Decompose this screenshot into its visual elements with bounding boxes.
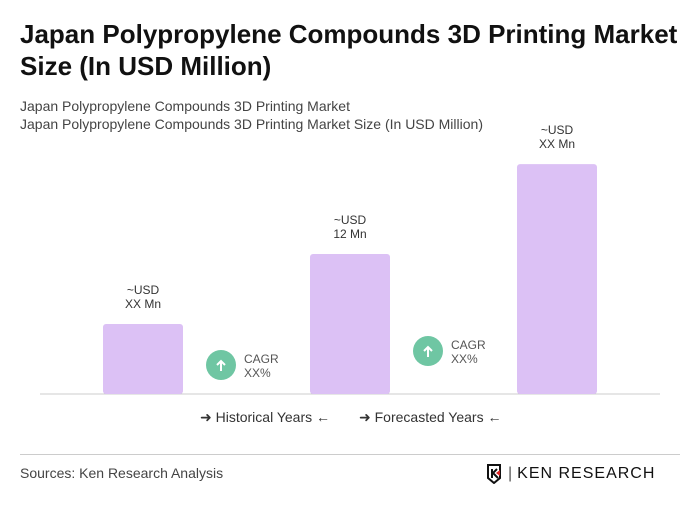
data-label: ~USD [541,123,574,137]
legend-historical: ➜ Historical Years ← [200,409,331,425]
data-label: 12 Mn [333,227,366,241]
bar [103,324,183,394]
data-label: XX Mn [125,297,161,311]
logo-icon [487,464,501,484]
legend-forecasted-label: Forecasted Years [374,409,484,425]
data-label: ~USD [127,283,160,297]
divider [20,454,680,455]
subtitle: Japan Polypropylene Compounds 3D Printin… [20,98,350,114]
cagr-value: XX% [244,366,271,380]
source-note: Sources: Ken Research Analysis [20,465,224,481]
bar [517,164,597,394]
cagr-label: CAGR [244,352,279,366]
legend-historical-label: Historical Years [215,409,313,425]
bar [310,254,390,394]
cagr-label: CAGR [451,338,486,352]
cagr-value: XX% [451,352,478,366]
arrow-up-icon [216,359,226,371]
subtitle-2: Japan Polypropylene Compounds 3D Printin… [20,116,483,132]
legend-forecasted: ➜ Forecasted Years ← [359,409,502,425]
page-title: Japan Polypropylene Compounds 3D Printin… [20,19,678,81]
arrow-up-icon [423,345,433,357]
data-label: XX Mn [539,137,575,151]
data-label: ~USD [334,213,367,227]
ken-research-logo: | KEN RESEARCH [486,464,655,484]
